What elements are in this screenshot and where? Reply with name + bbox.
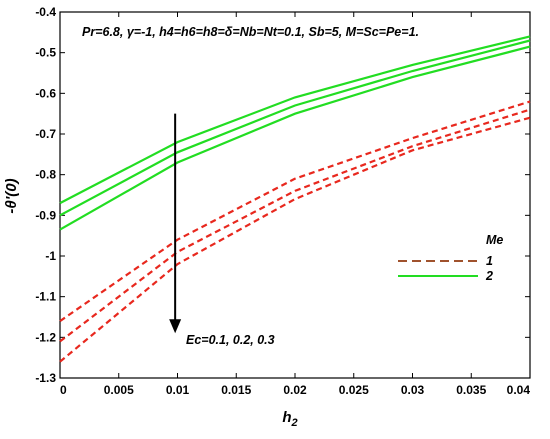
legend-title: Me: [486, 233, 503, 247]
annotation: Ec=0.1, 0.2, 0.3: [169, 113, 275, 347]
plot-frame: [59, 11, 531, 379]
x-tick-label: 0.04: [507, 383, 531, 397]
x-axis-title: h2: [282, 409, 297, 429]
legend: Me 1 2: [398, 233, 503, 283]
y-tick-label: -0.7: [35, 127, 56, 141]
y-axis: -1.3 -1.2 -1.1 -1 -0.9 -0.8 -0.7 -0.6 -0.5 -0.4: [35, 5, 530, 385]
legend-label-1: 1: [486, 254, 493, 268]
y-tick-label: -1: [45, 249, 56, 263]
y-tick-label: -0.9: [35, 208, 56, 222]
x-tick-label: 0.005: [104, 383, 134, 397]
x-tick-label: 0.025: [339, 383, 369, 397]
y-tick-label: -1.3: [35, 371, 56, 385]
x-tick-label: 0.02: [283, 383, 307, 397]
x-tick-label: 0.015: [221, 383, 251, 397]
series-line-me1-ec0.3: [59, 116, 531, 363]
series-line-me1-ec0.2: [59, 108, 531, 343]
ec-arrow-head: [169, 319, 182, 334]
series-line-me2-ec0.2: [59, 39, 531, 217]
y-tick-label: -0.4: [35, 5, 56, 19]
y-tick-label: -1.2: [35, 330, 56, 344]
x-axis: 0 0.005 0.01 0.015 0.02 0.025 0.03 0.035 0.04: [59, 12, 531, 397]
x-tick-label: 0.03: [401, 383, 425, 397]
y-tick-label: -0.6: [35, 86, 56, 100]
parameters-text: Pr=6.8, γ=-1, h4=h6=h8=δ=Nb=Nt=0.1, Sb=5…: [82, 25, 419, 39]
series-line-me2-ec0.3: [59, 45, 531, 231]
y-axis-title: -θ'(0): [3, 178, 20, 213]
y-tick-label: -0.8: [35, 168, 56, 182]
series-layer: [59, 35, 531, 363]
ec-annotation-label: Ec=0.1, 0.2, 0.3: [186, 333, 275, 347]
y-tick-label: -0.5: [35, 46, 56, 60]
y-tick-label: -1.1: [35, 290, 56, 304]
legend-label-2: 2: [485, 269, 493, 283]
x-tick-label: 0.035: [456, 383, 486, 397]
x-tick-label: 0.01: [166, 383, 190, 397]
x-tick-label: 0: [60, 383, 67, 397]
series-line-me1-ec0.1: [59, 100, 531, 323]
series-line-me2-ec0.1: [59, 35, 531, 205]
